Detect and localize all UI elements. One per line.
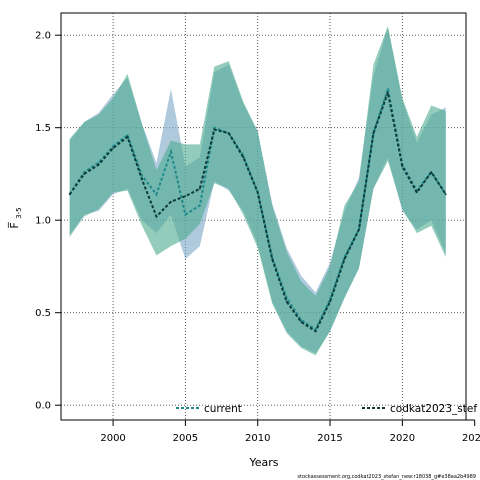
series-point-1 xyxy=(227,132,230,135)
x-tick-label: 2010 xyxy=(245,433,270,444)
series-point-1 xyxy=(285,300,288,303)
y-axis-title: F̅ 3-5 xyxy=(8,207,23,228)
y-axis: 0.0 0.5 1.0 1.5 2.0 xyxy=(35,31,61,412)
series-point-1 xyxy=(401,165,404,168)
series-point-1 xyxy=(358,228,360,231)
footer-text: stockassessment.org,codkat2023_stefan_ne… xyxy=(297,474,476,480)
y-tick-label: 0.5 xyxy=(35,308,51,319)
svg-text:F̅ 3-5: F̅ 3-5 xyxy=(8,207,23,228)
legend-label-codkat2023: codkat2023_stef xyxy=(390,403,477,415)
y-tick-label: 1.5 xyxy=(35,123,51,134)
x-tick-label: 2000 xyxy=(100,433,125,444)
y-tick-label: 0.0 xyxy=(35,401,51,412)
series-point-0 xyxy=(97,162,100,164)
series-point-1 xyxy=(68,193,71,196)
series-point-1 xyxy=(141,178,143,181)
series-point-0 xyxy=(199,204,201,207)
series-point-1 xyxy=(126,136,129,138)
series-point-1 xyxy=(256,191,259,194)
series-point-0 xyxy=(141,175,143,177)
series-point-0 xyxy=(387,88,389,90)
series-point-1 xyxy=(155,215,158,218)
x-axis-title: Years xyxy=(248,456,278,469)
series-point-1 xyxy=(430,171,433,173)
series-point-1 xyxy=(213,128,216,131)
series-point-0 xyxy=(184,213,187,216)
series-point-0 xyxy=(213,126,216,129)
x-tick-label: 2005 xyxy=(173,433,198,444)
y-axis-title-main: F̅ xyxy=(8,221,21,228)
legend: current codkat2023_stef xyxy=(176,403,477,415)
series-point-1 xyxy=(271,258,273,260)
x-tick-label: 2020 xyxy=(390,433,415,444)
series-point-1 xyxy=(387,91,389,94)
series-point-1 xyxy=(329,300,331,303)
series-point-1 xyxy=(199,187,201,190)
line-layer xyxy=(68,88,447,333)
series-point-1 xyxy=(184,195,187,197)
x-tick-label: 2015 xyxy=(317,433,342,444)
y-axis-title-sub: 3-5 xyxy=(15,207,23,218)
legend-label-current: current xyxy=(204,403,242,415)
x-tick-label: 2025 xyxy=(462,433,480,444)
x-axis: 2000 2005 2010 2015 2020 2025 xyxy=(100,419,480,444)
series-point-1 xyxy=(170,200,172,203)
series-point-1 xyxy=(112,147,114,149)
series-point-0 xyxy=(155,193,158,196)
series-point-1 xyxy=(242,156,245,159)
series-point-1 xyxy=(416,191,418,194)
series-point-1 xyxy=(83,173,85,175)
series-point-1 xyxy=(372,132,375,135)
series-point-1 xyxy=(300,321,302,323)
series-point-1 xyxy=(314,330,317,333)
y-tick-label: 1.0 xyxy=(35,216,51,227)
series-point-0 xyxy=(170,150,172,153)
series-point-0 xyxy=(83,171,85,173)
series-point-1 xyxy=(97,163,100,166)
y-tick-label: 2.0 xyxy=(35,31,51,42)
series-point-1 xyxy=(444,193,447,196)
grid-layer xyxy=(61,13,466,420)
series-point-1 xyxy=(343,258,346,260)
